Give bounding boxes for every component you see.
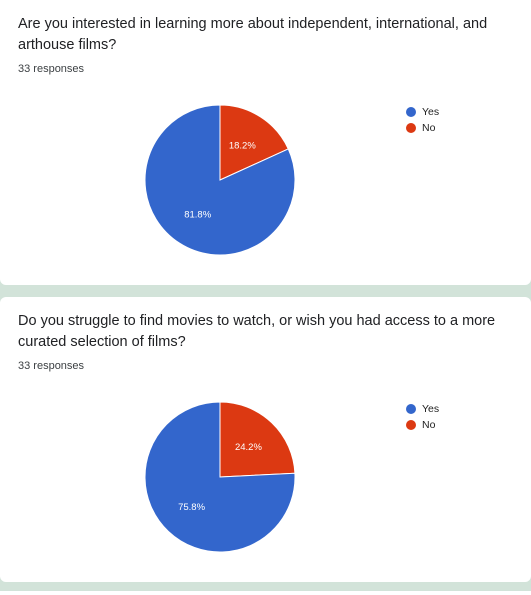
legend-item-no: No [406, 417, 439, 433]
legend-label: Yes [422, 403, 440, 415]
pie-slice-no[interactable] [219, 401, 296, 478]
pie-chart: 24.2% 75.8% [144, 401, 296, 553]
legend-swatch-yes [406, 404, 416, 414]
chart-legend: Yes No [406, 401, 439, 433]
slice-percent-label: 18.2% [229, 140, 256, 151]
next-card-edge [0, 591, 531, 595]
pie-slice-yes[interactable] [144, 401, 296, 553]
legend-swatch-no [406, 420, 416, 430]
pie-slice-yes[interactable] [144, 104, 296, 256]
response-count: 33 responses [18, 63, 85, 75]
question-card-2: Do you struggle to find movies to watch,… [0, 297, 531, 582]
chart-legend: Yes No [406, 104, 439, 136]
response-count: 33 responses [18, 360, 85, 372]
legend-swatch-no [406, 123, 416, 133]
question-card-1: Are you interested in learning more abou… [0, 0, 531, 285]
question-title: Are you interested in learning more abou… [18, 16, 488, 53]
legend-label: No [422, 419, 436, 431]
slice-percent-label: 24.2% [235, 442, 262, 453]
legend-label: Yes [422, 106, 440, 118]
legend-item-yes: Yes [406, 104, 439, 120]
slice-percent-label: 81.8% [184, 210, 211, 221]
slice-percent-label: 75.8% [178, 502, 205, 513]
question-title: Do you struggle to find movies to watch,… [18, 313, 496, 350]
legend-item-yes: Yes [406, 401, 439, 417]
legend-item-no: No [406, 120, 439, 136]
pie-slice-no[interactable] [219, 104, 289, 181]
legend-label: No [422, 122, 436, 134]
legend-swatch-yes [406, 107, 416, 117]
pie-chart: 18.2% 81.8% [144, 104, 296, 256]
